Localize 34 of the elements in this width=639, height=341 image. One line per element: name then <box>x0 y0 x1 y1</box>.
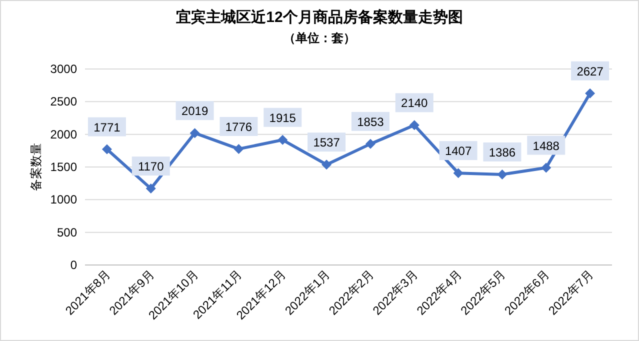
point <box>146 184 156 194</box>
point <box>585 88 596 98</box>
point <box>102 144 112 154</box>
data-label: 1488 <box>532 138 560 153</box>
data-label: 2140 <box>401 96 428 110</box>
y-tick-label: 500 <box>56 225 78 240</box>
data-label: 2627 <box>576 64 604 78</box>
y-tick-label: 1000 <box>50 192 78 207</box>
point <box>409 120 420 130</box>
y-tick-label: 2500 <box>50 94 78 109</box>
chart-title: 宜宾主城区近12个月商品房备案数量走势图 <box>176 8 463 26</box>
data-label: 2019 <box>181 104 208 118</box>
point <box>322 160 332 170</box>
data-label: 1407 <box>444 144 472 158</box>
y-tick-label: 0 <box>70 258 78 272</box>
y-tick-label: 2000 <box>50 127 78 142</box>
point <box>453 168 464 178</box>
point <box>190 128 200 138</box>
point <box>278 134 288 145</box>
data-label: 1853 <box>357 114 384 129</box>
data-label: 1170 <box>138 160 164 174</box>
data-label: 1771 <box>94 120 121 134</box>
data-label: 1386 <box>488 145 516 160</box>
data-label: 1776 <box>225 120 252 134</box>
y-axis-title: 备案数量 <box>29 143 43 191</box>
chart-subtitle: （单位：套） <box>284 31 356 45</box>
data-label: 1915 <box>269 110 296 125</box>
point <box>365 138 376 149</box>
point <box>234 144 244 154</box>
data-label: 1537 <box>313 136 340 150</box>
y-tick-label: 1500 <box>50 160 78 174</box>
y-tick-label: 3000 <box>50 62 78 76</box>
point <box>541 162 552 173</box>
point <box>497 169 508 180</box>
